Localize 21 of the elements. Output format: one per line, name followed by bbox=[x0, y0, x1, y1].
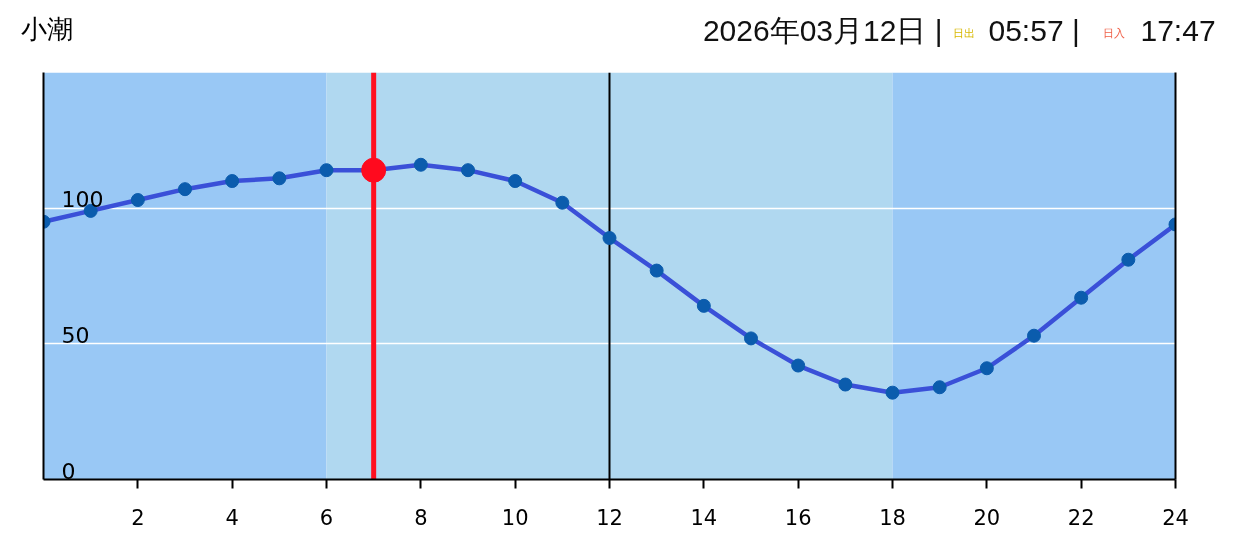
x-tick-label: 2 bbox=[131, 505, 145, 530]
text: 日入 bbox=[1102, 26, 1125, 39]
text: 05:57 | bbox=[988, 14, 1080, 47]
text: 2026年03月12日 | bbox=[702, 14, 943, 47]
x-tick-label: 12 bbox=[596, 505, 623, 530]
x-tick-label: 22 bbox=[1067, 505, 1095, 530]
x-tick-label: 18 bbox=[879, 505, 906, 530]
x-tick-label: 10 bbox=[501, 505, 529, 530]
y-tick-label: 0 bbox=[61, 458, 76, 484]
x-tick-label: 4 bbox=[225, 505, 239, 530]
x-tick-label: 8 bbox=[414, 505, 428, 530]
x-tick-label: 14 bbox=[690, 505, 718, 530]
text: 日出 bbox=[952, 26, 975, 39]
x-tick-label: 24 bbox=[1162, 505, 1189, 530]
y-tick-label: 50 bbox=[61, 322, 90, 348]
text: 17:47 bbox=[1140, 14, 1216, 47]
x-tick-label: 16 bbox=[784, 505, 812, 530]
chart-title: 小潮 bbox=[20, 13, 73, 44]
x-tick-label: 6 bbox=[319, 505, 334, 530]
y-tick-label: 100 bbox=[61, 187, 104, 213]
x-tick-label: 20 bbox=[973, 505, 1001, 530]
